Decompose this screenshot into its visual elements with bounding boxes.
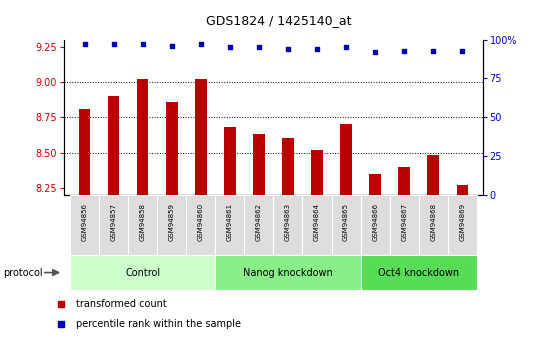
Text: GSM94865: GSM94865 (343, 203, 349, 241)
Bar (273, 195, 302, 255)
Text: transformed count: transformed count (76, 299, 167, 308)
Point (167, 43, 176, 49)
Text: percentile rank within the sample: percentile rank within the sample (76, 319, 242, 329)
Text: GSM94858: GSM94858 (140, 203, 146, 241)
Point (458, 48, 467, 53)
Bar (128, 195, 157, 255)
Point (400, 48, 408, 53)
Bar (389, 195, 418, 255)
Text: GSM94856: GSM94856 (81, 203, 88, 241)
Text: Oct4 knockdown: Oct4 knockdown (378, 268, 459, 277)
Bar (369, 174, 381, 195)
Bar (215, 255, 360, 290)
Point (80, 41, 89, 47)
Bar (282, 138, 294, 195)
Text: GSM94862: GSM94862 (256, 203, 262, 241)
Text: Nanog knockdown: Nanog knockdown (243, 268, 333, 277)
Bar (427, 155, 439, 195)
Text: Control: Control (125, 268, 160, 277)
Text: GSM94867: GSM94867 (401, 203, 407, 241)
Point (109, 41, 118, 47)
Bar (448, 195, 477, 255)
Bar (186, 195, 215, 255)
Bar (253, 134, 264, 195)
Point (56, 322, 65, 327)
Bar (360, 255, 477, 290)
Point (283, 46, 292, 52)
Point (254, 45, 263, 50)
Point (56, 301, 65, 306)
Bar (157, 195, 186, 255)
Bar (244, 195, 273, 255)
Bar (70, 195, 99, 255)
Bar (215, 195, 244, 255)
Bar (331, 195, 360, 255)
Bar (137, 79, 148, 195)
Point (312, 46, 321, 52)
Point (341, 45, 350, 50)
Bar (311, 150, 323, 195)
Point (225, 45, 234, 50)
Bar (302, 195, 331, 255)
Text: GSM94864: GSM94864 (314, 203, 320, 241)
Bar (340, 124, 352, 195)
Bar (195, 79, 206, 195)
Bar (79, 109, 90, 195)
Bar (456, 185, 468, 195)
Bar (166, 102, 177, 195)
Point (429, 48, 437, 53)
Text: GSM94863: GSM94863 (285, 203, 291, 241)
Point (196, 41, 205, 47)
Text: GSM94860: GSM94860 (198, 203, 204, 241)
Point (371, 49, 379, 55)
Text: GSM94866: GSM94866 (372, 203, 378, 241)
Point (138, 41, 147, 47)
Text: GDS1824 / 1425140_at: GDS1824 / 1425140_at (206, 14, 352, 27)
Bar (108, 96, 119, 195)
Text: GSM94857: GSM94857 (110, 203, 117, 241)
Text: GSM94868: GSM94868 (430, 203, 436, 241)
Text: GSM94859: GSM94859 (169, 203, 175, 241)
Bar (99, 195, 128, 255)
Text: GSM94869: GSM94869 (459, 203, 465, 241)
Bar (418, 195, 448, 255)
Bar (360, 195, 389, 255)
Bar (70, 255, 215, 290)
Text: GSM94861: GSM94861 (227, 203, 233, 241)
Bar (398, 167, 410, 195)
Text: protocol: protocol (3, 268, 42, 277)
Bar (224, 127, 235, 195)
